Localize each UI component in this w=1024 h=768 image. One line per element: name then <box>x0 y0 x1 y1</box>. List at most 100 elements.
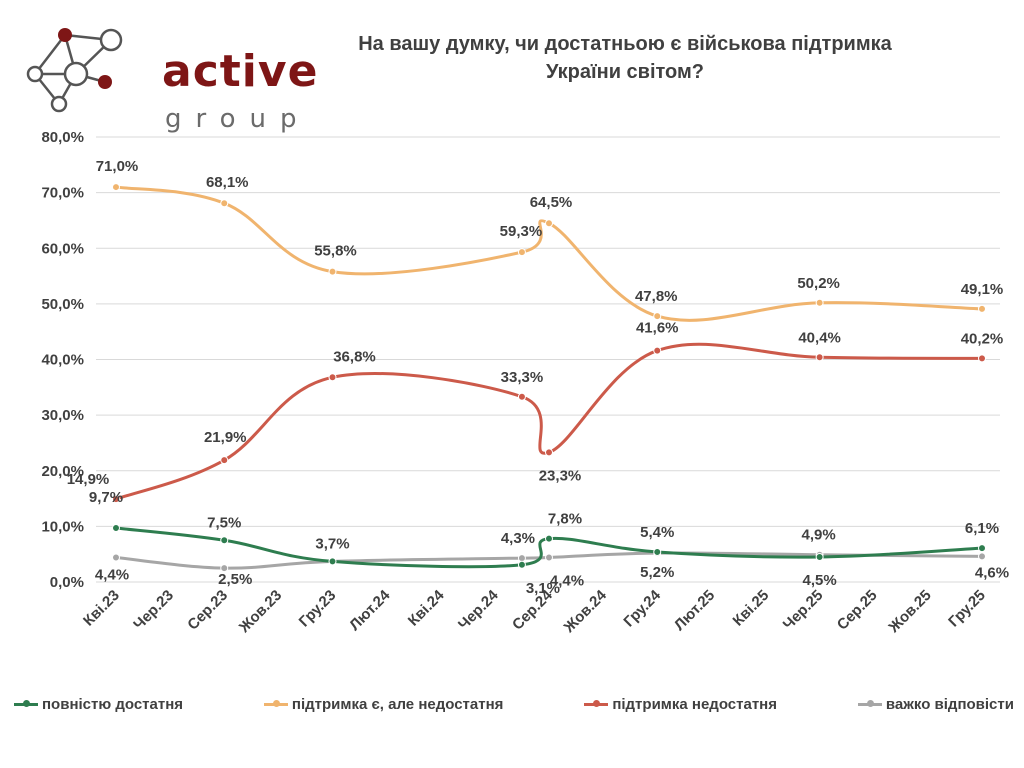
data-point <box>545 448 553 457</box>
y-tick-label: 80,0% <box>41 129 84 146</box>
legend-marker-icon <box>263 699 288 709</box>
data-point <box>545 553 553 562</box>
data-label: 4,9% <box>802 527 836 544</box>
logo-subword: group <box>165 104 311 134</box>
chart-title: На вашу думку, чи достатньою є військова… <box>300 30 950 86</box>
data-point <box>653 547 662 556</box>
data-label: 7,8% <box>548 511 582 528</box>
company-logo: active group <box>22 22 317 132</box>
y-tick-label: 70,0% <box>41 185 84 202</box>
legend-item: підтримка недостатня <box>584 696 777 713</box>
data-label: 5,4% <box>640 524 674 541</box>
x-tick-label: Кві.25 <box>730 587 773 630</box>
x-tick-label: Чер.23 <box>130 587 177 634</box>
x-tick-label: Чер.25 <box>780 587 827 634</box>
data-point <box>978 354 986 363</box>
data-label: 2,5% <box>218 571 252 588</box>
y-tick-label: 0,0% <box>50 574 84 591</box>
data-label: 4,5% <box>803 572 837 589</box>
data-label: 33,3% <box>501 369 544 386</box>
data-point <box>653 312 662 321</box>
legend-item: важко відповісти <box>857 695 1014 713</box>
x-tick-label: Лют.24 <box>346 586 394 634</box>
series-line <box>115 185 983 322</box>
data-label: 49,1% <box>961 281 1004 298</box>
y-tick-label: 50,0% <box>41 296 84 313</box>
series-line <box>115 342 983 501</box>
data-label: 9,7% <box>89 489 123 506</box>
legend-label: підтримка є, але недостатня <box>291 695 504 713</box>
data-label: 59,3% <box>500 223 543 240</box>
data-point <box>328 373 337 382</box>
legend-label: важко відповісти <box>885 695 1014 713</box>
data-label: 40,2% <box>961 330 1004 347</box>
data-label: 7,5% <box>207 514 241 531</box>
data-point <box>220 199 229 208</box>
legend-marker-icon <box>584 699 609 709</box>
data-point <box>328 557 337 566</box>
data-point <box>815 298 824 307</box>
data-point <box>112 495 120 504</box>
x-tick-label: Сер.25 <box>834 587 881 634</box>
data-point <box>517 554 526 563</box>
data-point <box>978 304 986 313</box>
y-tick-label: 40,0% <box>41 352 84 369</box>
data-label: 47,8% <box>635 288 678 305</box>
data-label: 40,4% <box>798 329 841 346</box>
data-label: 64,5% <box>530 194 573 211</box>
network-logo-icon <box>26 28 123 113</box>
x-tick-label: Лют.25 <box>671 587 718 634</box>
data-point <box>517 560 526 569</box>
x-tick-label: Гру.25 <box>945 587 989 631</box>
x-tick-label: Чер.24 <box>455 586 502 633</box>
data-label: 14,9% <box>67 471 110 488</box>
line-chart: 0,0% 10,0% 20,0% 30,0% 40,0% 50,0% 60,0% 70,0% 8… <box>41 129 1009 637</box>
data-label: 3,1% <box>526 580 560 597</box>
y-tick-label: 20,0% <box>41 463 84 480</box>
legend-label: підтримка недостатня <box>612 695 777 713</box>
data-point <box>545 534 553 543</box>
data-label: 68,1% <box>206 174 249 191</box>
data-point <box>112 524 120 533</box>
data-point <box>220 456 229 465</box>
x-tick-label: Гру.24 <box>620 586 664 630</box>
x-tick-label: Жов.24 <box>560 586 610 636</box>
data-point <box>815 353 824 362</box>
x-tick-label: Кві.23 <box>80 587 123 630</box>
data-point <box>517 248 526 257</box>
data-label: 50,2% <box>797 275 840 292</box>
x-tick-label: Жов.25 <box>885 587 935 637</box>
data-label: 4,4% <box>550 573 584 590</box>
legend-marker-icon <box>857 699 882 709</box>
legend-label: повністю достатня <box>42 695 184 713</box>
data-point <box>112 183 120 192</box>
data-label: 41,6% <box>636 320 679 337</box>
data-label: 5,2% <box>640 564 674 581</box>
legend-marker-icon <box>14 699 38 709</box>
data-label: 36,8% <box>333 348 376 365</box>
data-point <box>978 552 986 561</box>
logo-word: active <box>162 46 319 97</box>
x-tick-label: Сер.23 <box>184 587 231 634</box>
y-tick-label: 60,0% <box>41 240 84 257</box>
data-point <box>328 267 337 276</box>
legend-item: повністю достатня <box>14 696 183 713</box>
chart-title-line-1: На вашу думку, чи достатньою є військова… <box>358 33 892 55</box>
data-point <box>220 564 229 573</box>
data-point <box>545 219 553 228</box>
legend-item: підтримка є, але недостатня <box>263 695 504 713</box>
series-line <box>115 526 983 569</box>
x-tick-label: Гру.23 <box>296 587 340 631</box>
data-point <box>653 346 662 355</box>
data-point <box>815 552 824 561</box>
data-point <box>517 392 526 401</box>
data-label: 23,3% <box>539 467 582 484</box>
data-label: 4,6% <box>975 564 1009 581</box>
data-label: 4,3% <box>501 530 535 547</box>
y-tick-label: 30,0% <box>41 407 84 424</box>
data-label: 3,7% <box>315 535 349 552</box>
data-point <box>978 544 986 553</box>
x-tick-label: Кві.24 <box>405 586 448 629</box>
chart-legend: повністю достатня підтримка є, але недост… <box>14 692 1014 716</box>
data-label: 6,1% <box>965 520 999 537</box>
